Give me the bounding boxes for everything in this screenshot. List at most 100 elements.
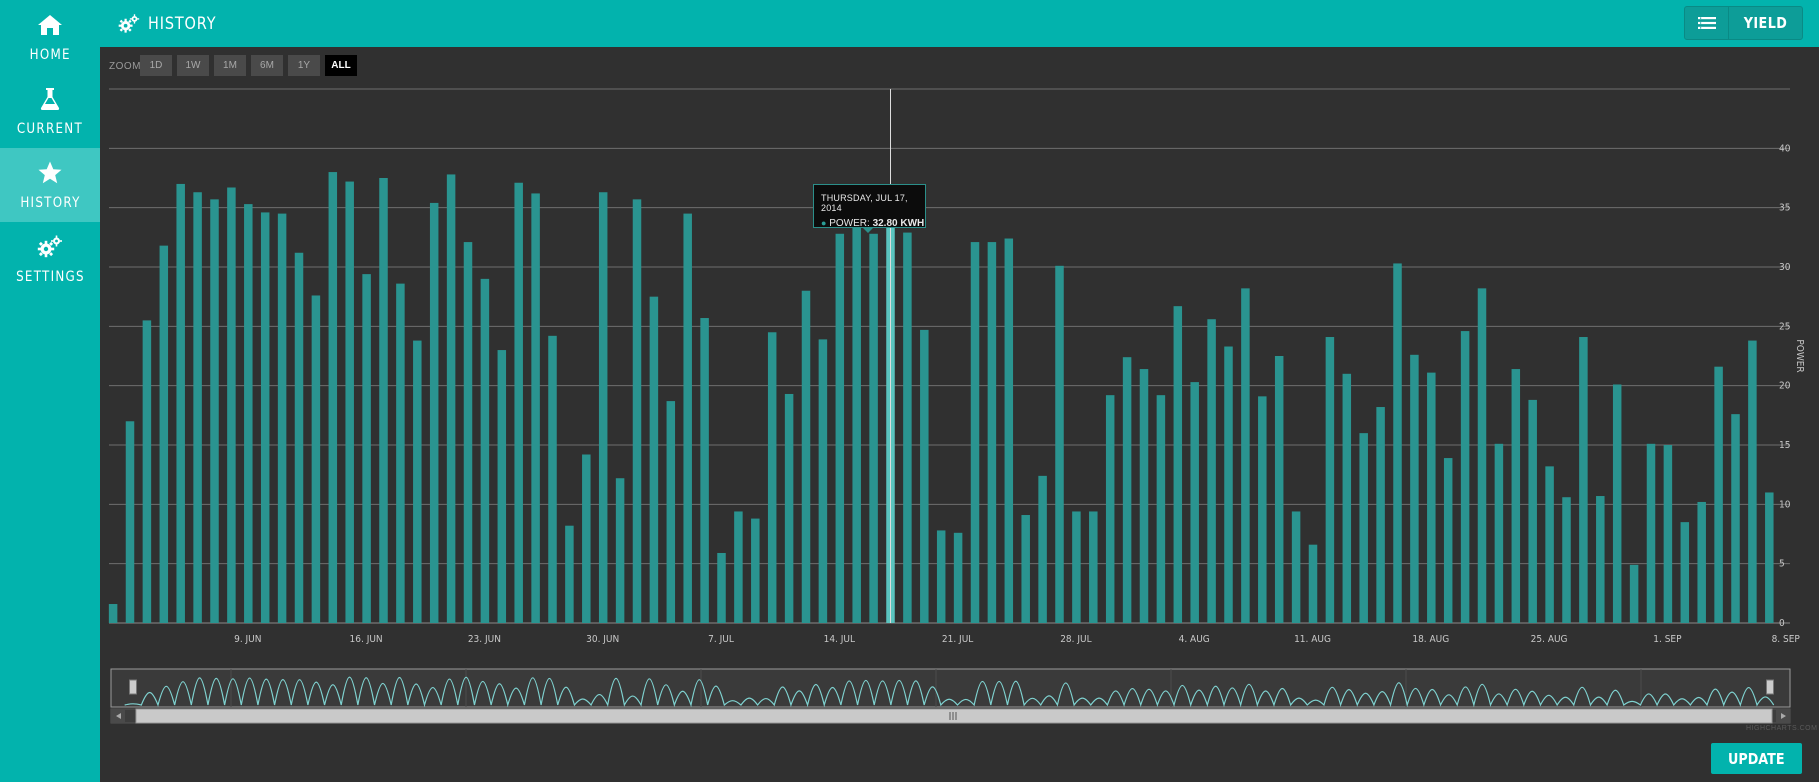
chart-bar (1376, 407, 1385, 623)
yield-button[interactable]: YIELD (1684, 6, 1803, 40)
chart-bar (632, 199, 642, 624)
header-bar: HISTORY YIELD (100, 0, 1819, 47)
chart-bar (818, 339, 828, 623)
y-tick-label: 30 (1779, 262, 1791, 273)
nav-item-current[interactable]: CURRENT (0, 74, 100, 148)
chart-bar (717, 552, 726, 623)
zoom-button-1w[interactable]: 1W (177, 55, 209, 76)
gears-icon (118, 14, 140, 33)
chart-bar (514, 182, 523, 623)
flask-icon (40, 88, 60, 110)
y-tick-label: 35 (1779, 203, 1790, 214)
chart-bar (294, 252, 304, 623)
chart-bar (1646, 443, 1656, 623)
chart-bar (1325, 337, 1335, 623)
chart-bar (1545, 466, 1554, 623)
chart-bar (835, 233, 845, 624)
chart-bar (801, 290, 811, 623)
x-tick-label: 28. JUL (1060, 634, 1091, 645)
update-label: UPDATE (1728, 749, 1785, 768)
zoom-button-1m[interactable]: 1M (214, 55, 246, 76)
bars (108, 172, 1774, 624)
chart-bar (1410, 354, 1419, 623)
navigator[interactable] (110, 668, 1819, 724)
nav-label-history: HISTORY (19, 195, 81, 211)
chart-bar (244, 204, 253, 623)
chart-bar (429, 202, 439, 624)
zoom-button-1d[interactable]: 1D (140, 55, 172, 76)
y-tick-label: 5 (1779, 559, 1785, 570)
chart-bar (666, 401, 676, 623)
gears-icon (37, 235, 62, 258)
chart-bar (1765, 492, 1774, 623)
chart-bar (1156, 395, 1166, 623)
chart-bar (413, 340, 422, 623)
chart-bar (362, 274, 371, 623)
chart-bar (277, 213, 287, 623)
chart-bar (903, 232, 912, 623)
tooltip-row: ● POWER: 32.80 KWH (821, 218, 924, 229)
y-tick-label: 25 (1779, 321, 1790, 332)
chart-bar (1663, 445, 1673, 623)
zoom-button-1y[interactable]: 1Y (288, 55, 320, 76)
chart-bar (193, 192, 202, 624)
chart-bar (1697, 501, 1706, 623)
chart-bar (1359, 433, 1368, 623)
chart-bar (1731, 414, 1740, 623)
chart-bar (1072, 511, 1081, 623)
nav-item-home[interactable]: HOME (0, 0, 100, 74)
chart-bar (1055, 265, 1064, 623)
chart-tooltip: THURSDAY, JUL 17, 2014 ● POWER: 32.80 KW… (813, 184, 926, 229)
chart-bar (1511, 369, 1521, 623)
chart-bar (1038, 475, 1047, 623)
scroll-left-arrow-icon (116, 713, 121, 719)
chart-bar (1680, 522, 1690, 623)
yield-label: YIELD (1743, 14, 1788, 32)
chart-bar (1241, 288, 1250, 623)
nav-item-settings[interactable]: SETTINGS (0, 222, 100, 296)
x-tick-label: 16. JUN (350, 634, 383, 645)
chart-bar (379, 178, 388, 623)
star-icon (38, 161, 62, 184)
update-button[interactable]: UPDATE (1711, 743, 1802, 774)
chart-bar (582, 454, 591, 623)
x-tick-label: 25. AUG (1531, 634, 1568, 645)
scrollbar-thumb (135, 708, 1773, 724)
chart-bar (463, 242, 473, 623)
chart-bar (1021, 515, 1030, 623)
navigator-right-handle (1766, 679, 1774, 695)
chart-bar (1224, 346, 1233, 623)
chart-bar (480, 278, 490, 623)
chart-bar (1579, 337, 1588, 623)
chart-bar (1342, 373, 1352, 623)
nav-label-settings: SETTINGS (15, 269, 85, 285)
x-tick-label: 4. AUG (1179, 634, 1210, 645)
navigator-series (124, 676, 1775, 708)
zoom-button-6m[interactable]: 6M (251, 55, 283, 76)
chart-bar (1443, 458, 1453, 623)
navigator-frame (110, 668, 1791, 708)
chart-bar (936, 530, 946, 623)
chart-bar (953, 532, 963, 623)
chart-bar (1207, 319, 1216, 623)
chart-bar (1528, 399, 1537, 623)
chart-bar (767, 332, 777, 623)
x-tick-label: 18. AUG (1412, 634, 1449, 645)
chart-bar (108, 604, 118, 623)
x-tick-label: 1. SEP (1653, 634, 1682, 645)
chart-bar (1612, 384, 1622, 623)
nav-item-history[interactable]: HISTORY (0, 148, 100, 222)
chart-bar (1122, 357, 1132, 623)
x-tick-label: 30. JUN (586, 634, 619, 645)
zoom-button-all[interactable]: ALL (325, 55, 357, 76)
chart-bar (683, 213, 692, 623)
chart-bar (852, 225, 861, 623)
series-dot-icon: ● (821, 218, 827, 228)
chart-bar (1274, 356, 1284, 623)
chart-bar (1004, 238, 1014, 623)
chart-bar (1190, 382, 1199, 623)
x-tick-label: 8. SEP (1772, 634, 1801, 645)
grid-lines (109, 88, 1790, 624)
chart-bar (615, 478, 625, 623)
